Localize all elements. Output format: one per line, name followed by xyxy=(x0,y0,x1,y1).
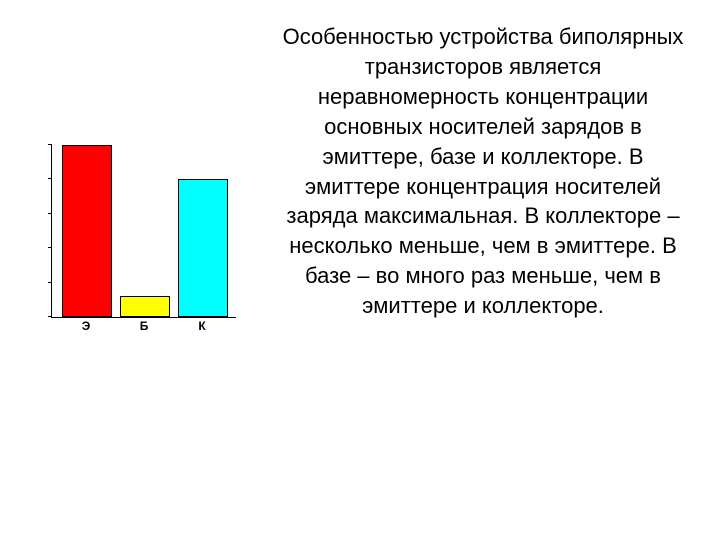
bar-collector xyxy=(178,179,228,317)
plot-area xyxy=(51,145,236,318)
y-tick xyxy=(48,247,52,248)
y-tick xyxy=(48,178,52,179)
y-tick xyxy=(48,316,52,317)
x-label-collector: К xyxy=(174,319,230,333)
x-label-base: Б xyxy=(116,319,172,333)
y-tick xyxy=(48,282,52,283)
y-tick xyxy=(48,144,52,145)
y-tick xyxy=(48,213,52,214)
chart-column: Э Б К xyxy=(24,20,264,520)
x-label-emitter: Э xyxy=(58,319,114,333)
bar-base xyxy=(120,296,170,317)
text-column: Особенностью устройства биполярных транз… xyxy=(264,20,696,321)
body-paragraph: Особенностью устройства биполярных транз… xyxy=(276,22,690,321)
concentration-bar-chart: Э Б К xyxy=(39,139,249,349)
slide: Э Б К Особенностью устройства биполярных… xyxy=(0,0,720,540)
bar-emitter xyxy=(62,145,112,317)
